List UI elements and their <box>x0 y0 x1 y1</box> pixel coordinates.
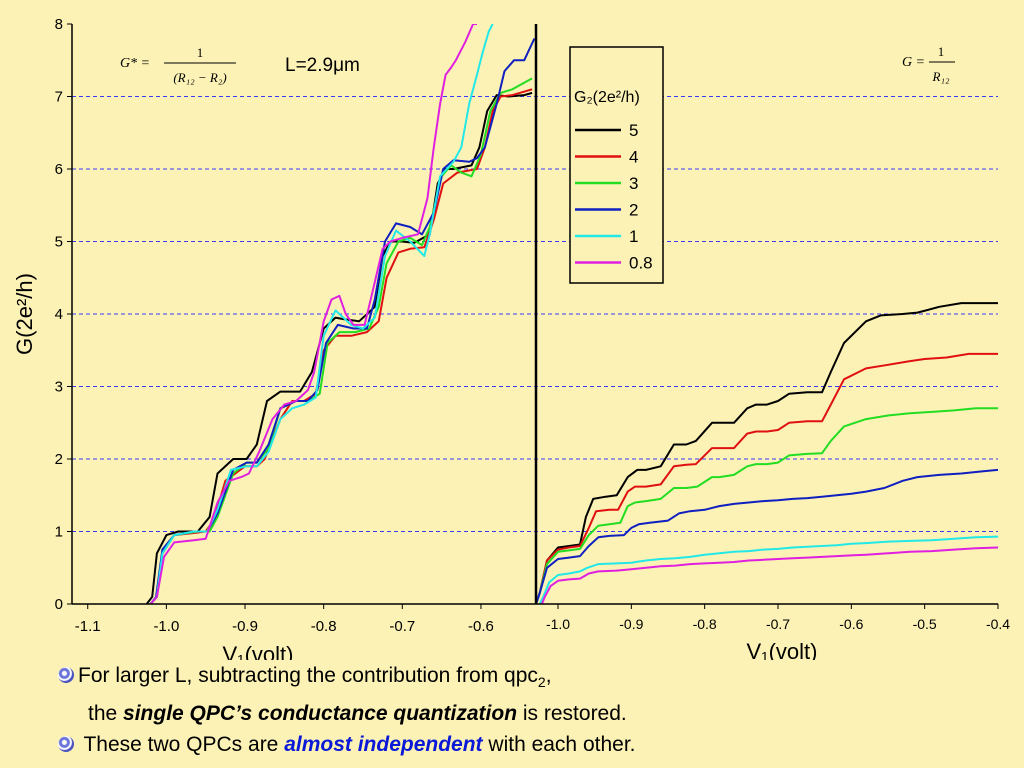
legend-box <box>569 46 664 284</box>
legend-title: G₂(2e²/h) <box>574 89 640 106</box>
left-series-line-5 <box>145 91 533 604</box>
legend-label: 3 <box>629 174 638 193</box>
y-tick-label: 3 <box>55 379 63 396</box>
bullet-icon <box>58 667 74 683</box>
bullet-2-post: is restored. <box>517 702 627 726</box>
bullet-3-emph: almost independent <box>284 733 483 757</box>
left-x-tick-label: -0.7 <box>389 618 415 635</box>
left-formula-lhs: G* = <box>120 56 150 71</box>
right-x-axis-label: V₁(volt) <box>747 639 818 660</box>
bullet-1-continuation: the single QPC’s conductance quantizatio… <box>58 698 1018 729</box>
bullet-2: These two QPCs are almost independent wi… <box>58 729 1018 760</box>
bullet-3-pre: These two QPCs are <box>78 733 285 757</box>
bullet-icon <box>58 736 74 753</box>
right-x-tick-label: -0.6 <box>839 616 863 632</box>
y-axis-label: G(2e²/h) <box>12 273 37 355</box>
legend-label: 2 <box>629 201 638 220</box>
bullet-2-emph: single QPC’s conductance quantization <box>123 702 518 726</box>
left-formula-numerator: 1 <box>197 45 204 60</box>
left-x-tick-label: -0.6 <box>468 618 494 635</box>
left-x-axis-label: V₁(volt) <box>223 642 294 660</box>
bullet-1-sub: 2 <box>537 674 546 691</box>
left-x-tick-label: -0.8 <box>311 618 337 635</box>
bullet-3-post: with each other. <box>482 733 636 757</box>
right-series-line-4 <box>536 352 998 604</box>
left-x-tick-label: -1.0 <box>153 618 179 635</box>
length-label: L=2.9μm <box>285 55 360 76</box>
right-x-tick-label: -0.8 <box>693 616 717 632</box>
bullet-2-pre: the <box>88 702 124 726</box>
bullet-1: For larger L, subtracting the contributi… <box>58 660 1018 698</box>
conductance-chart: 0 1 2 3 4 5 6 7 8 -1.1 -1.0 -0.9 -0.8 -0.7 -0.6 -1.0 -0.… <box>12 16 1010 660</box>
right-formula-lhs: G = <box>902 55 925 70</box>
right-series-line-2 <box>536 468 998 604</box>
bullet-1-end: , <box>545 664 552 687</box>
right-series-line-3 <box>536 407 998 604</box>
left-series-line-0.8 <box>149 24 477 604</box>
right-series-line-0.8 <box>540 546 998 604</box>
right-x-tick-label: -1.0 <box>546 616 570 632</box>
right-x-tick-label: -0.5 <box>913 616 937 632</box>
right-x-tick-label: -0.4 <box>986 616 1010 632</box>
y-tick-label: 0 <box>55 596 63 613</box>
legend-label: 4 <box>629 148 638 167</box>
y-tick-label: 5 <box>55 234 63 251</box>
left-series-line-2 <box>149 38 536 604</box>
right-formula-denominator: R₁₂ <box>932 69 950 84</box>
y-tick-label: 7 <box>55 89 63 106</box>
legend-label: 1 <box>629 227 638 246</box>
y-tick-label: 1 <box>55 524 63 541</box>
right-series-line-5 <box>536 302 998 604</box>
legend-label: 0.8 <box>629 254 653 273</box>
left-series-line-3 <box>149 77 533 604</box>
right-x-tick-label: -0.9 <box>619 616 643 632</box>
legend-label: 5 <box>629 121 638 140</box>
y-tick-label: 2 <box>55 451 63 468</box>
bullet-1-text: For larger L, subtracting the contributi… <box>78 664 538 687</box>
right-series-line-1 <box>538 535 998 604</box>
bullet-list: For larger L, subtracting the contributi… <box>58 660 1018 760</box>
left-formula-denominator: (R₁₂ − R₂) <box>173 70 226 85</box>
left-x-tick-label: -0.9 <box>232 618 258 635</box>
y-tick-label: 6 <box>55 161 63 178</box>
y-tick-label: 8 <box>55 16 63 33</box>
left-x-tick-label: -1.1 <box>75 618 101 635</box>
right-x-tick-label: -0.7 <box>766 616 790 632</box>
right-formula-numerator: 1 <box>938 44 945 59</box>
y-tick-label: 4 <box>55 306 63 323</box>
